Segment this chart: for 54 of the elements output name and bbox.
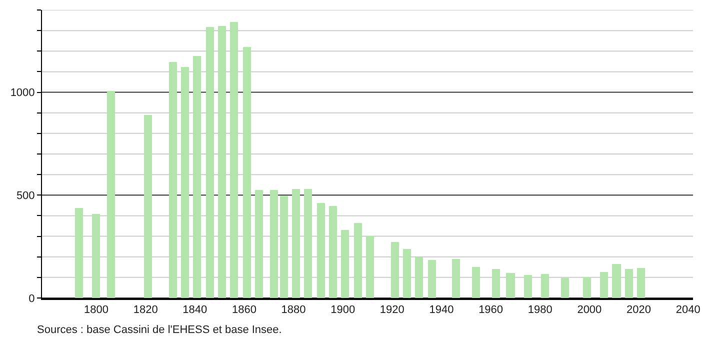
source-note: Sources : base Cassini de l'EHESS et base Insee. <box>37 324 282 336</box>
bar <box>492 269 500 298</box>
bar <box>561 278 569 298</box>
bar <box>612 264 621 298</box>
bar <box>169 62 177 298</box>
bar <box>329 206 337 298</box>
bar <box>625 269 633 298</box>
bar <box>181 67 189 298</box>
bar <box>403 249 411 298</box>
bar <box>255 190 263 298</box>
y-tick-label: 0 <box>28 292 35 305</box>
bar <box>270 190 278 298</box>
x-tick-label: 1920 <box>380 304 404 316</box>
bar <box>428 260 436 298</box>
bar <box>541 274 549 298</box>
bar <box>218 26 226 298</box>
bar <box>92 214 100 298</box>
bar <box>243 47 251 298</box>
bar <box>506 273 515 298</box>
y-tick-label: 500 <box>16 190 35 202</box>
bar <box>415 257 423 298</box>
y-tick-label: 1000 <box>10 87 35 100</box>
bar <box>230 22 238 298</box>
x-tick-label: 1960 <box>478 304 504 316</box>
bar <box>583 277 591 298</box>
bar <box>524 275 532 298</box>
bar <box>452 259 460 298</box>
x-tick-label: 1980 <box>528 304 552 316</box>
bar <box>107 91 115 298</box>
x-tick-label: 2040 <box>676 304 700 316</box>
x-tick-label: 1940 <box>429 304 454 316</box>
x-tick-label: 1820 <box>133 304 158 316</box>
x-tick-label: 2020 <box>626 304 651 316</box>
bar <box>304 189 312 298</box>
x-tick-label: 1840 <box>182 304 208 316</box>
bar <box>206 27 214 298</box>
bar <box>193 56 201 298</box>
x-tick-label: 1900 <box>330 304 356 316</box>
x-tick-label: 1880 <box>281 304 306 316</box>
bar <box>354 223 362 298</box>
x-tick-label: 2000 <box>577 304 602 316</box>
bar <box>75 208 83 298</box>
bar <box>280 196 288 298</box>
bar <box>366 236 374 298</box>
bar <box>341 230 349 298</box>
bar <box>472 267 480 298</box>
x-tick-label: 1860 <box>232 304 256 316</box>
bar <box>637 268 645 298</box>
bar <box>317 203 325 298</box>
bar <box>391 242 399 298</box>
x-tick-label: 1800 <box>84 304 108 316</box>
bar <box>600 272 608 298</box>
bar <box>292 189 300 298</box>
bar <box>144 115 152 298</box>
